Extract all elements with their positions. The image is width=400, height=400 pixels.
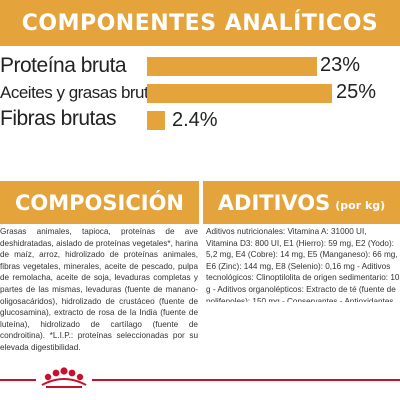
composition-banner: COMPOSICIÓN	[0, 181, 199, 224]
additives-text: Aditivos nutricionales: Vitamina A: 3100…	[206, 227, 400, 302]
brand-divider-left	[0, 379, 36, 381]
brand-divider-right	[92, 379, 400, 381]
nutrient-bar-protein	[147, 57, 318, 76]
nutrient-label-protein: Proteína bruta	[0, 54, 127, 77]
composition-text: Grasas animales, tapioca, proteínas de a…	[0, 227, 198, 352]
nutrient-value-protein: 23%	[320, 54, 361, 76]
nutrient-value-fat: 25%	[336, 81, 377, 103]
nutrient-label-fiber: Fibras brutas	[0, 107, 117, 130]
composition-title: COMPOSICIÓN	[15, 190, 184, 215]
analytic-components-title: COMPONENTES ANALÍTICOS	[21, 10, 379, 36]
royal-canin-crown-icon	[41, 367, 87, 388]
additives-banner: ADITIVOS (por kg)	[203, 181, 400, 224]
additives-title: ADITIVOS	[217, 190, 331, 215]
analytic-components-banner: COMPONENTES ANALÍTICOS	[0, 0, 400, 46]
nutrient-bar-fiber	[147, 111, 165, 130]
nutrient-value-fiber: 2.4%	[172, 109, 218, 131]
additives-unit: (por kg)	[335, 199, 386, 212]
nutrient-bar-fat	[147, 84, 332, 103]
nutrient-label-fat: Aceites y grasas brutos	[0, 83, 166, 102]
